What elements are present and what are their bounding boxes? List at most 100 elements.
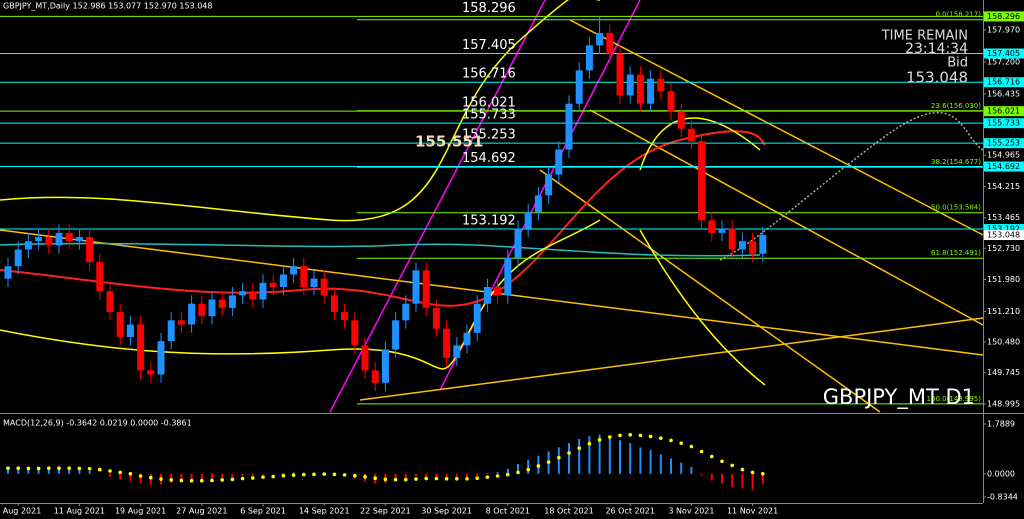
signal-dot bbox=[587, 441, 592, 446]
signal-dot bbox=[628, 433, 632, 437]
level-price-box bbox=[984, 106, 1024, 117]
candle-body bbox=[310, 278, 318, 288]
y-tick-label: 150.480 bbox=[987, 338, 1020, 347]
x-tick-label: 11 Nov 2021 bbox=[727, 507, 778, 516]
candle-body bbox=[728, 228, 736, 250]
level-price-box bbox=[984, 118, 1024, 129]
x-tick-label: 8 Oct 2021 bbox=[486, 507, 530, 516]
candle-body bbox=[45, 237, 53, 246]
signal-dot bbox=[210, 478, 214, 483]
candle-body bbox=[96, 262, 104, 292]
candle-body bbox=[24, 241, 32, 250]
signal-dot bbox=[128, 471, 133, 476]
signal-dot bbox=[669, 438, 673, 443]
y-tick-label: 156.435 bbox=[987, 89, 1020, 98]
level-price-label: 155.733 bbox=[987, 119, 1020, 128]
candle-body bbox=[412, 270, 420, 304]
signal-dot bbox=[271, 474, 276, 479]
signal-dot bbox=[200, 478, 204, 483]
ichimoku-cloud bbox=[719, 111, 984, 261]
candle-body bbox=[14, 249, 22, 267]
signal-dot bbox=[679, 441, 683, 445]
candle-body bbox=[504, 257, 512, 296]
level-price-label: 154.692 bbox=[987, 162, 1020, 171]
signal-dot bbox=[638, 433, 643, 438]
candle-body bbox=[473, 303, 481, 333]
y-tick-label: 148.995 bbox=[987, 399, 1020, 408]
level-label: 156.716 bbox=[462, 67, 516, 82]
signal-dot bbox=[577, 446, 581, 450]
x-tick-label: 27 Aug 2021 bbox=[176, 507, 227, 516]
signal-dot bbox=[26, 466, 31, 471]
signal-dot bbox=[57, 466, 61, 471]
candle-body bbox=[718, 228, 726, 233]
candle-body bbox=[585, 45, 593, 71]
signal-dot bbox=[618, 433, 622, 438]
fib-label: 23.6(156.030) bbox=[931, 102, 981, 110]
y-tick-label: 153.465 bbox=[987, 213, 1020, 222]
signal-dot bbox=[475, 476, 480, 481]
y-tick-label: 151.980 bbox=[987, 275, 1020, 284]
candle-body bbox=[361, 345, 369, 371]
candle-body bbox=[137, 324, 145, 371]
x-tick-label: 3 Nov 2021 bbox=[668, 507, 714, 516]
signal-dot bbox=[393, 477, 398, 482]
fib-label: 61.8(152.491) bbox=[931, 249, 981, 257]
candle-body bbox=[320, 278, 328, 296]
candle-body bbox=[208, 299, 216, 317]
signal-dot bbox=[220, 478, 224, 482]
y-tick-label: 157.200 bbox=[987, 58, 1020, 67]
signal-dot bbox=[383, 477, 388, 482]
level-price-box bbox=[984, 138, 1024, 149]
signal-dot bbox=[465, 476, 469, 481]
level-price-label: 153.192 bbox=[987, 225, 1020, 234]
candle-body bbox=[65, 232, 73, 242]
signal-dot bbox=[261, 475, 265, 479]
candle-body bbox=[177, 320, 185, 325]
signal-dot bbox=[87, 466, 92, 471]
signal-dot bbox=[434, 476, 439, 481]
candle-body bbox=[188, 303, 196, 325]
signal-dot bbox=[16, 466, 21, 471]
signal-dot bbox=[67, 466, 71, 471]
signal-dot bbox=[363, 475, 367, 479]
signal-dot bbox=[495, 474, 500, 478]
signal-dot bbox=[536, 464, 541, 468]
signal-dot bbox=[312, 472, 316, 477]
x-tick-label: 22 Sep 2021 bbox=[360, 507, 411, 516]
candle-body bbox=[55, 232, 63, 246]
candle-body bbox=[687, 128, 695, 142]
signal-dot bbox=[291, 473, 296, 477]
signal-dot bbox=[710, 454, 714, 459]
candle-body bbox=[167, 320, 175, 342]
candle-body bbox=[626, 74, 634, 96]
x-tick-label: 19 Aug 2021 bbox=[115, 507, 166, 516]
candle-body bbox=[279, 274, 287, 288]
level-label: 154.692 bbox=[462, 151, 516, 166]
signal-dot bbox=[6, 466, 10, 471]
candle-body bbox=[371, 370, 379, 383]
bid-label: Bid bbox=[947, 56, 968, 71]
x-tick-label: 14 Sep 2021 bbox=[299, 507, 350, 516]
level-price-box bbox=[984, 161, 1024, 172]
signal-dot bbox=[546, 460, 551, 464]
candle-body bbox=[596, 32, 604, 46]
signal-dot bbox=[720, 459, 724, 464]
signal-dot bbox=[159, 477, 163, 481]
candle-body bbox=[116, 312, 124, 338]
candle-body bbox=[647, 78, 655, 104]
signal-dot bbox=[322, 472, 327, 476]
signal-dot bbox=[750, 470, 755, 475]
signal-dot bbox=[699, 449, 704, 454]
level-price-box bbox=[984, 77, 1024, 88]
candle-body bbox=[555, 149, 563, 175]
signal-dot bbox=[444, 476, 449, 481]
signal-dot bbox=[414, 477, 418, 481]
signal-dot bbox=[118, 470, 122, 475]
signal-dot bbox=[281, 473, 286, 478]
trend-line bbox=[359, 317, 984, 401]
bollinger-band bbox=[0, 0, 761, 222]
candle-body bbox=[657, 78, 665, 92]
candle-body bbox=[677, 112, 685, 129]
level-label: 155.733 bbox=[462, 108, 516, 123]
